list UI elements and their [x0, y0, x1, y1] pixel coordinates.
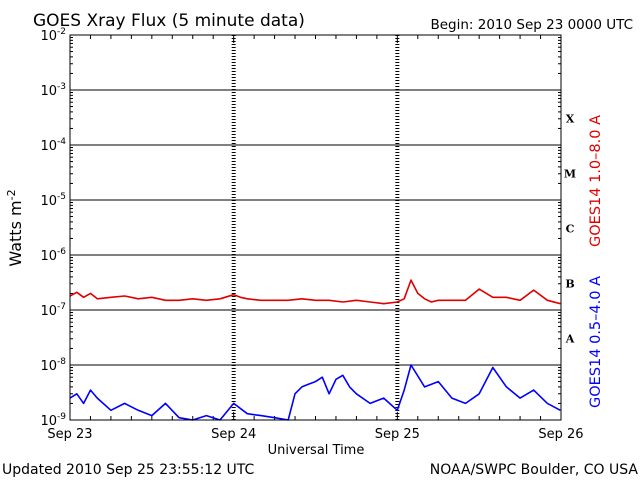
flare-class-a: A [565, 333, 575, 346]
x-tick-label: Sep 24 [211, 427, 256, 442]
y-tick-label: 10-5 [40, 192, 66, 209]
day-separator-lines [231, 35, 400, 420]
flare-class-c: C [566, 223, 575, 236]
x-tick-label: Sep 25 [375, 427, 420, 442]
flare-class-x: X [566, 113, 575, 126]
updated-timestamp: Updated 2010 Sep 25 23:55:12 UTC [2, 462, 255, 478]
legend-long-channel: GOES14 1.0–8.0 A [588, 115, 604, 247]
y-axis-label: Watts m-2 [5, 189, 25, 266]
decade-gridlines [70, 89, 561, 366]
plot-frame [69, 34, 562, 421]
series-line-short [69, 364, 561, 421]
flare-class-m: M [564, 168, 576, 181]
x-axis-label: Universal Time [268, 443, 365, 458]
y-tick-label: 10-2 [40, 27, 66, 44]
series-line-long [69, 279, 561, 305]
y-tick-label: 10-8 [40, 357, 66, 374]
series-lines [69, 279, 561, 421]
y-tick-label: 10-9 [40, 412, 66, 429]
data-source: NOAA/SWPC Boulder, CO USA [430, 462, 639, 478]
chart-title: GOES Xray Flux (5 minute data) [33, 11, 305, 31]
flare-class-labels: X M C B A [564, 113, 576, 346]
x-tick-label: Sep 26 [538, 427, 583, 442]
y-tick-label: 10-4 [40, 137, 66, 154]
y-tick-label: 10-7 [40, 302, 66, 319]
y-tick-label: 10-3 [40, 82, 66, 99]
begin-label: Begin: 2010 Sep 23 0000 UTC [430, 17, 633, 33]
x-tick-label: Sep 23 [47, 427, 92, 442]
legend-short-channel: GOES14 0.5–4.0 A [588, 276, 604, 408]
x-axis-ticks: Sep 23 Sep 24 Sep 25 Sep 26 [47, 35, 584, 442]
flare-class-b: B [565, 278, 574, 291]
y-tick-label: 10-6 [40, 247, 66, 264]
